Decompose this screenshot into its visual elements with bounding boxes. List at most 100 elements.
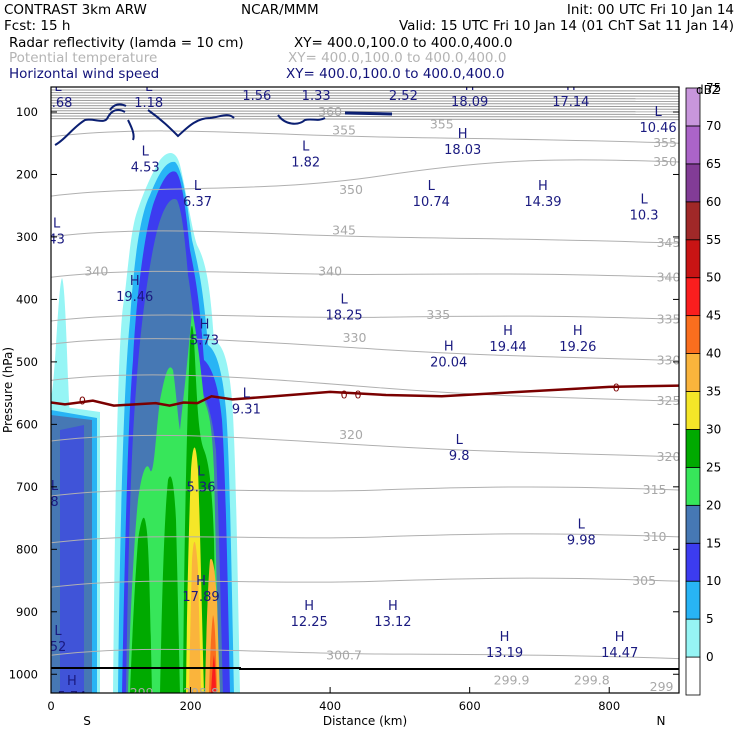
colorbar-level: 70 xyxy=(706,119,721,133)
extremum-type: L xyxy=(145,80,153,95)
extremum-value: 19.26 xyxy=(559,340,596,355)
refl-main-40 xyxy=(189,541,201,693)
theta-label: 305 xyxy=(632,573,656,588)
extremum-type: H xyxy=(130,274,140,289)
extremum-value: 5.74 xyxy=(57,690,86,705)
x-end-label-south: S xyxy=(83,714,91,728)
colorbar-swatch xyxy=(685,87,701,127)
theta-contour xyxy=(51,270,679,279)
extremum-type: H xyxy=(465,79,475,94)
extremum-value: 13.12 xyxy=(374,615,411,630)
extremum-type: L xyxy=(654,105,662,120)
model-title: CONTRAST 3km ARW xyxy=(4,2,147,18)
colorbar-swatch xyxy=(685,504,701,544)
theta-label: 340 xyxy=(318,263,342,278)
extremum-type: H xyxy=(388,599,398,614)
theta-contour xyxy=(51,338,679,362)
colorbar-swatch xyxy=(685,125,701,165)
colorbar-swatch xyxy=(685,163,701,203)
y-tick-label: 900 xyxy=(16,605,38,619)
extremum-value: 6.37 xyxy=(183,195,212,210)
extremum-value: 4.53 xyxy=(131,161,160,176)
theta-label: 299 xyxy=(650,679,674,694)
extremum-value: 14.47 xyxy=(601,646,638,661)
theta-label: 298.8 xyxy=(183,685,219,700)
extremum-value: 13.19 xyxy=(486,646,523,661)
y-axis-label: Pressure (hPa) xyxy=(1,347,15,433)
extremum-type: L xyxy=(53,216,61,231)
theta-upper-band xyxy=(51,89,679,121)
extremum-value: 43 xyxy=(48,232,65,247)
colorbar-swatch xyxy=(685,542,701,582)
x-tick-label: 200 xyxy=(180,699,202,713)
colorbar-level: 30 xyxy=(706,422,721,436)
theta-label: 355 xyxy=(332,123,356,138)
theta-band-line xyxy=(51,105,679,108)
extremum-value: 2.52 xyxy=(389,89,418,104)
colorbar-swatch xyxy=(685,315,701,354)
colorbar-swatch xyxy=(685,353,701,392)
wind-contour xyxy=(54,103,393,146)
extremum-type: H xyxy=(573,324,583,339)
theta-label: 300.7 xyxy=(326,648,362,663)
theta-contour xyxy=(51,159,679,197)
field-name-theta: Potential temperature xyxy=(9,50,157,66)
extremum-value: 18.03 xyxy=(444,143,481,158)
y-tick-label: 400 xyxy=(16,292,38,306)
extremum-value: 3.68 xyxy=(44,96,73,111)
y-tick-label: 700 xyxy=(16,480,38,494)
field-name-reflectivity: Radar reflectivity (lamda = 10 cm) xyxy=(9,35,244,51)
refl-main-50 xyxy=(211,655,216,693)
freezing-level-label: 0 xyxy=(355,388,362,401)
colorbar-swatch xyxy=(685,429,701,468)
extremum-value: 9.98 xyxy=(567,534,596,549)
colorbar-level: 65 xyxy=(706,157,721,171)
theta-label: 320 xyxy=(339,427,363,442)
theta-label: 299 xyxy=(130,685,154,700)
extremum-type: L xyxy=(194,179,202,194)
theta-labels: 360 355 355 355 350 350 345 345 340 340 340 335 335 3… xyxy=(84,104,679,700)
org-label: NCAR/MMM xyxy=(241,2,319,18)
extremum-type: L xyxy=(302,140,310,155)
extremum-value: 1.56 xyxy=(242,89,271,104)
extremum-value: 1.33 xyxy=(302,89,331,104)
freezing-level-label: 0 xyxy=(79,395,86,408)
colorbar-level: 10 xyxy=(706,574,721,588)
y-tick-label: 600 xyxy=(16,417,38,431)
colorbar-swatch xyxy=(685,277,701,317)
colorbar-level: 60 xyxy=(706,195,721,209)
extremum-value: 52 xyxy=(50,640,67,655)
extremum-type: L xyxy=(640,193,648,208)
extremum-type: L xyxy=(197,464,205,479)
x-tick-label: 600 xyxy=(459,699,481,713)
theta-label: 330 xyxy=(343,330,367,345)
extremum-value: 10.3 xyxy=(630,209,659,224)
colorbar-level: 20 xyxy=(706,498,721,512)
theta-contour xyxy=(51,374,679,402)
theta-contour xyxy=(51,434,679,458)
extremum-value: 18.25 xyxy=(325,309,362,324)
colorbar-level: 35 xyxy=(706,385,721,399)
theta-label: 310 xyxy=(643,529,667,544)
x-tick-label: 400 xyxy=(319,699,341,713)
theta-contour xyxy=(51,533,679,544)
freezing-level-label: 0 xyxy=(341,388,348,401)
freezing-level-label: 0 xyxy=(613,382,620,395)
x-tick-label: 800 xyxy=(598,699,620,713)
colorbar-swatch xyxy=(685,618,701,658)
extremum-type: L xyxy=(253,73,261,88)
extremum-type: L xyxy=(54,80,62,95)
colorbar-swatch xyxy=(685,239,701,279)
reflectivity-cell-main xyxy=(113,153,240,693)
theta-contour xyxy=(51,314,679,322)
theta-band-line xyxy=(51,115,679,118)
extremum-value: 5.73 xyxy=(190,334,219,349)
freezing-level-line xyxy=(51,384,679,407)
extremum-type: L xyxy=(578,518,586,533)
theta-contour xyxy=(51,130,679,144)
extremum-type: L xyxy=(456,433,464,448)
colorbar-swatch xyxy=(685,580,701,620)
extremum-type: L xyxy=(428,179,436,194)
extremum-type: H xyxy=(538,179,548,194)
